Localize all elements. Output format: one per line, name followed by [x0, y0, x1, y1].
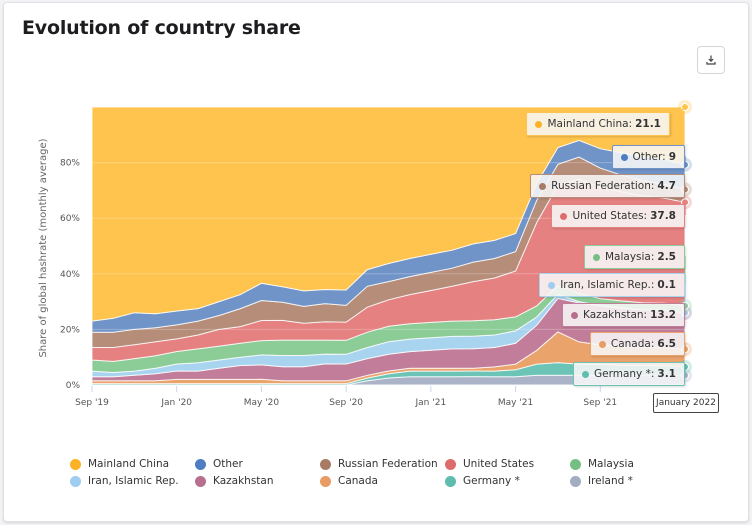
page-title: Evolution of country share	[22, 17, 301, 39]
tooltip-value: 3.1	[657, 368, 676, 380]
legend-label: Kazakhstan	[213, 475, 274, 487]
x-tick-label: Sep '19	[75, 398, 109, 408]
tooltip-value: 37.8	[650, 210, 676, 222]
tooltip-russian-federation: Russian Federation: 4.7	[530, 174, 685, 198]
legend-item-germany[interactable]: Germany *	[445, 474, 570, 488]
tooltip-value: 6.5	[657, 338, 676, 350]
legend-dot	[195, 475, 206, 487]
x-tooltip-header: January 2022	[653, 393, 719, 413]
legend-item-ireland[interactable]: Ireland *	[570, 474, 690, 488]
tooltip-label: Malaysia:	[604, 251, 655, 263]
legend-dot	[570, 475, 581, 487]
tooltip-dot	[539, 182, 547, 190]
tooltip-value: 2.5	[657, 251, 676, 263]
tooltip-malaysia: Malaysia: 2.5	[583, 245, 685, 269]
tooltip-dot	[571, 311, 579, 319]
legend-item-iran[interactable]: Iran, Islamic Rep.	[70, 474, 195, 488]
legend-item-united-states[interactable]: United States	[445, 457, 570, 471]
tooltip-value: 0.1	[657, 279, 676, 291]
x-tick-label: May '21	[498, 398, 533, 408]
tooltip-label: Other:	[632, 151, 666, 163]
legend: Mainland China Other Russian Federation …	[70, 457, 690, 488]
tooltip-value: 13.2	[650, 309, 676, 321]
tooltip-value: 21.1	[635, 118, 661, 130]
tooltip-canada: Canada: 6.5	[589, 332, 685, 356]
legend-item-canada[interactable]: Canada	[320, 474, 445, 488]
legend-dot	[70, 458, 81, 470]
legend-dot	[320, 458, 331, 470]
x-tick-label: Sep '20	[329, 398, 363, 408]
y-axis-ticks: 0% 20% 40% 60% 80%	[60, 159, 80, 391]
x-tick-label: Jan '21	[415, 398, 447, 408]
tooltip-other: Other: 9	[611, 145, 685, 169]
legend-dot	[70, 475, 81, 487]
tooltip-iran-islamic-rep: Iran, Islamic Rep.: 0.1	[539, 273, 685, 297]
legend-item-mainland-china[interactable]: Mainland China	[70, 457, 195, 471]
legend-label: United States	[463, 458, 535, 470]
x-tick-label: May '20	[244, 398, 280, 408]
tooltip-label: Germany *:	[594, 368, 655, 380]
tooltip-label: Mainland China:	[547, 118, 633, 130]
tooltip-dot	[620, 153, 628, 161]
legend-label: Ireland *	[588, 475, 633, 487]
legend-label: Other	[213, 458, 243, 470]
tooltip-germany: Germany *: 3.1	[573, 362, 685, 386]
tooltip-label: Iran, Islamic Rep.:	[560, 279, 655, 291]
tooltip-united-states: United States: 37.8	[551, 204, 685, 228]
legend-item-malaysia[interactable]: Malaysia	[570, 457, 690, 471]
y-tick-label: 40%	[60, 270, 80, 280]
legend-label: Germany *	[463, 475, 520, 487]
legend-dot	[195, 458, 206, 470]
y-axis-label: Share of global hashrate (monthly averag…	[38, 138, 49, 357]
tooltip-value: 9	[668, 151, 676, 163]
legend-item-other[interactable]: Other	[195, 457, 320, 471]
tooltip-dot	[535, 120, 543, 128]
tooltip-dot	[592, 253, 600, 261]
tooltip-kazakhstan: Kazakhstan: 13.2	[562, 303, 685, 327]
download-icon	[706, 55, 716, 65]
legend-label: Iran, Islamic Rep.	[88, 475, 179, 487]
legend-dot	[570, 458, 581, 470]
legend-label: Malaysia	[588, 458, 634, 470]
legend-label: Canada	[338, 475, 378, 487]
tooltip-value: 4.7	[657, 180, 676, 192]
x-tick-label: Sep '21	[583, 398, 617, 408]
legend-dot	[445, 475, 456, 487]
legend-item-russian-federation[interactable]: Russian Federation	[320, 457, 445, 471]
legend-item-kazakhstan[interactable]: Kazakhstan	[195, 474, 320, 488]
tooltip-label: United States:	[572, 210, 648, 222]
y-tick-label: 20%	[60, 325, 80, 335]
legend-dot	[445, 458, 456, 470]
x-tick-label: Jan '20	[160, 398, 192, 408]
tooltip-dot	[598, 340, 606, 348]
x-axis-ticks: Sep '19 Jan '20 May '20 Sep '20 Jan '21 May '…	[75, 386, 617, 408]
tooltip-connector	[669, 106, 686, 124]
tooltip-label: Canada:	[610, 338, 655, 350]
tooltip-dot	[582, 370, 589, 378]
legend-dot	[320, 475, 331, 487]
y-tick-label: 80%	[60, 159, 80, 169]
tooltip-label: Russian Federation:	[551, 180, 655, 192]
y-tick-label: 0%	[66, 381, 81, 391]
tooltip-dot	[548, 281, 556, 289]
download-button[interactable]	[697, 46, 725, 74]
tooltip-label: Kazakhstan:	[583, 309, 648, 321]
tooltip-mainland-china: Mainland China: 21.1	[526, 112, 670, 136]
legend-label: Russian Federation	[338, 458, 438, 470]
area-series-group	[91, 106, 686, 386]
legend-label: Mainland China	[88, 458, 170, 470]
tooltip-dot	[560, 212, 568, 220]
y-tick-label: 60%	[60, 214, 80, 224]
